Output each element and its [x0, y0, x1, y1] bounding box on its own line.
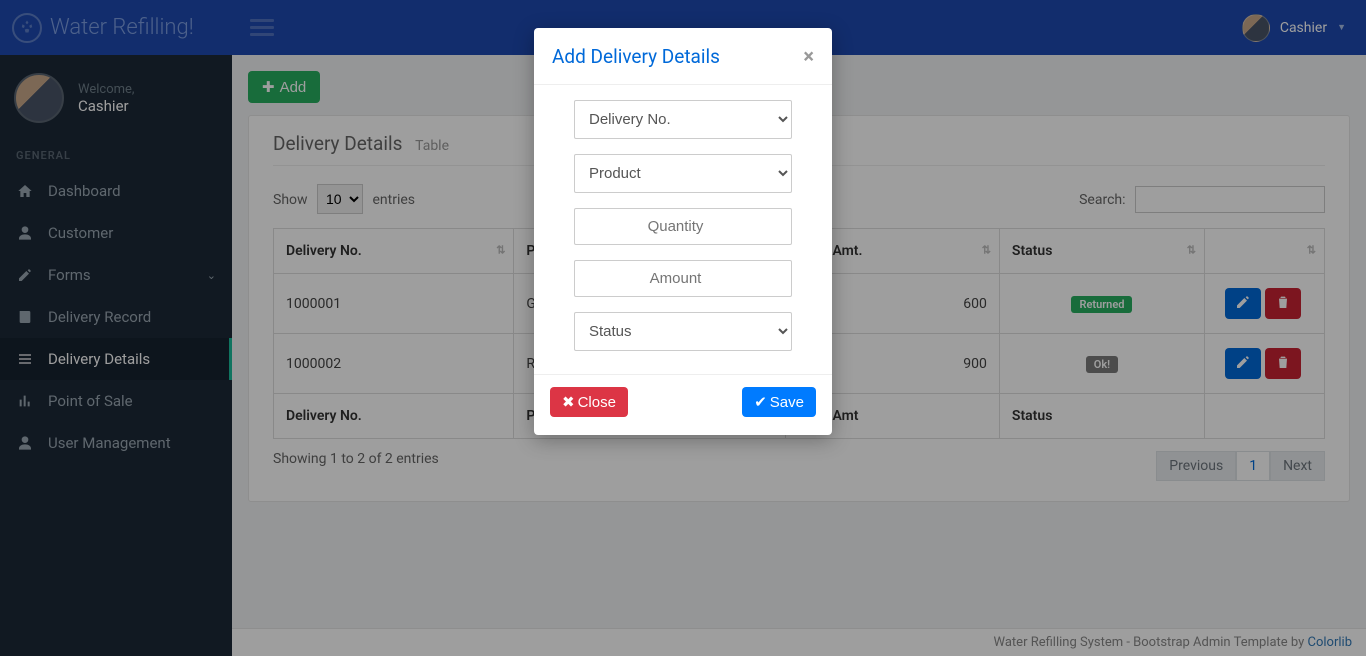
- add-delivery-modal: Add Delivery Details × Delivery No. Prod…: [534, 28, 832, 435]
- modal-title: Add Delivery Details: [552, 45, 720, 68]
- modal-header: Add Delivery Details ×: [534, 28, 832, 84]
- modal-footer: ✖Close ✔Save: [534, 375, 832, 435]
- quantity-input[interactable]: [574, 208, 792, 245]
- amount-input[interactable]: [574, 260, 792, 297]
- status-select[interactable]: Status: [574, 312, 792, 351]
- close-button[interactable]: ✖Close: [550, 387, 628, 417]
- delivery-no-select[interactable]: Delivery No.: [574, 100, 792, 139]
- check-icon: ✔: [754, 393, 767, 411]
- save-button[interactable]: ✔Save: [742, 387, 816, 417]
- product-select[interactable]: Product: [574, 154, 792, 193]
- save-button-label: Save: [770, 394, 804, 411]
- modal-body: Delivery No. Product Status: [534, 84, 832, 375]
- close-button-label: Close: [578, 394, 616, 411]
- x-icon: ✖: [562, 393, 575, 411]
- close-icon[interactable]: ×: [803, 44, 814, 68]
